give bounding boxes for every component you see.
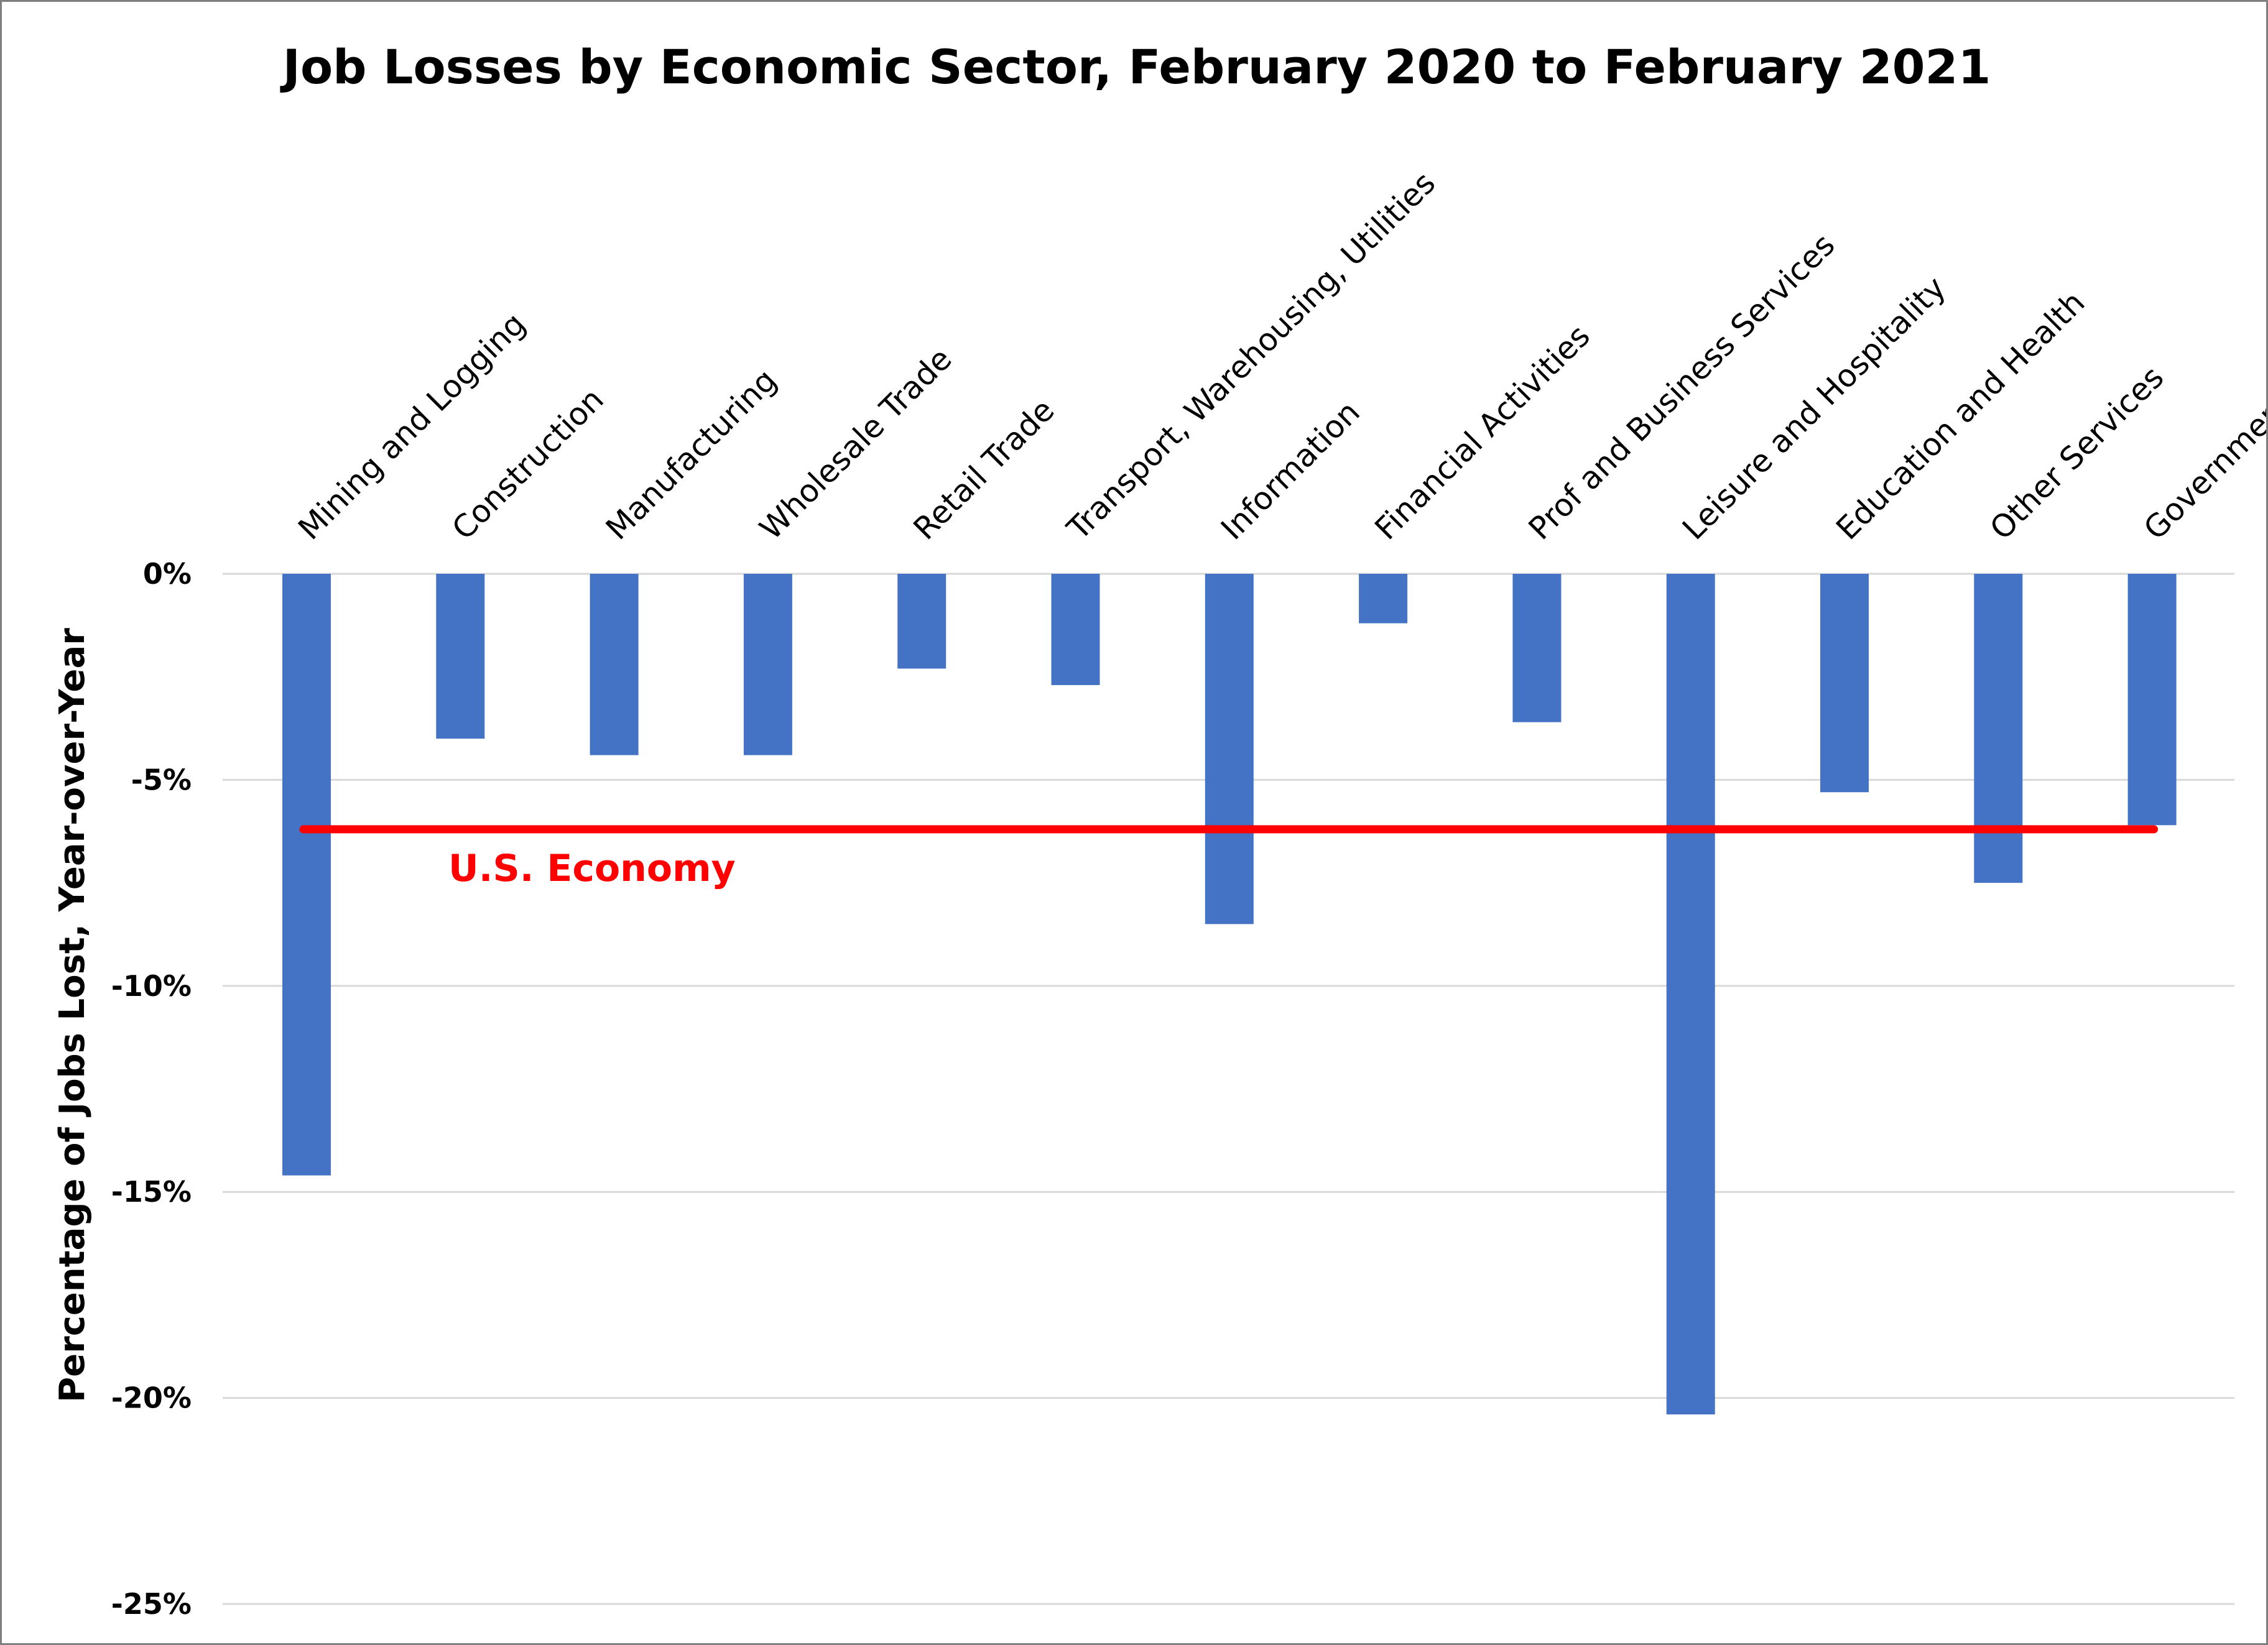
category-label: Prof and Business Services	[1522, 227, 1842, 547]
y-axis-ticks: 0% -5% -10% -15% -20% -25%	[111, 557, 192, 1621]
category-labels: Mining and LoggingConstructionManufactur…	[291, 165, 2266, 547]
y-tick-label: -5%	[131, 763, 192, 796]
bar	[1820, 574, 1869, 793]
y-tick-label: -25%	[111, 1587, 192, 1621]
bar	[1974, 574, 2023, 883]
category-label: Leisure and Hospitality	[1675, 270, 1953, 547]
bar	[282, 574, 331, 1176]
bar	[1666, 574, 1715, 1415]
category-label: Construction	[445, 381, 611, 546]
bar	[590, 574, 639, 755]
bar	[436, 574, 485, 739]
y-tick-label: 0%	[143, 557, 192, 591]
bar	[897, 574, 947, 669]
chart-title: Job Losses by Economic Sector, February …	[280, 39, 1991, 94]
bar	[1205, 574, 1254, 924]
bar	[2127, 574, 2177, 826]
y-tick-label: -10%	[111, 969, 192, 1003]
y-axis-label: Percentage of Jobs Lost, Year-over-Year	[52, 628, 93, 1403]
y-tick-label: -20%	[111, 1381, 192, 1415]
y-tick-label: -15%	[111, 1175, 192, 1209]
gridlines	[223, 573, 2234, 1605]
bar	[1359, 574, 1408, 624]
bar	[743, 574, 792, 755]
bar	[1051, 574, 1100, 685]
category-label: Education and Health	[1829, 284, 2091, 546]
bar	[1512, 574, 1562, 722]
category-label: Retail Trade	[907, 392, 1062, 547]
reference-line-group: U.S. Economy	[299, 825, 2159, 890]
category-label: Government	[2137, 384, 2266, 547]
category-label: Information	[1214, 394, 1367, 547]
bars	[282, 574, 2177, 1415]
us-economy-label: U.S. Economy	[448, 847, 736, 890]
